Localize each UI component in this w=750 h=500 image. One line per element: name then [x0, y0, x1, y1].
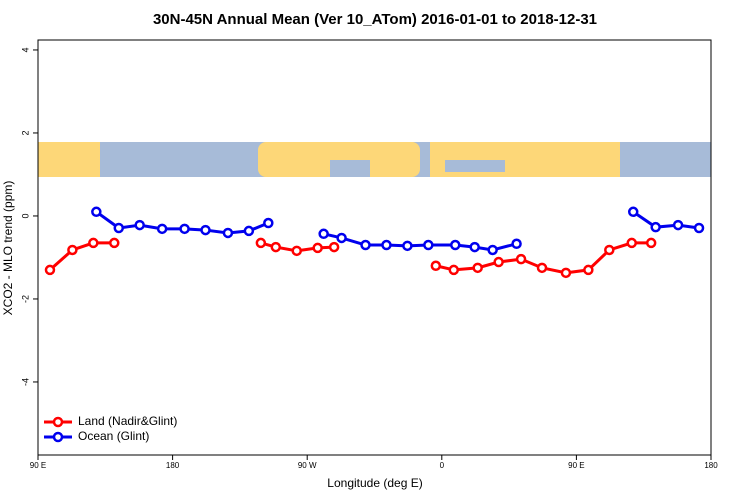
data-point [67, 244, 78, 256]
x-tick-label: 180 [166, 461, 180, 470]
data-point [270, 241, 282, 253]
series-line [323, 232, 517, 252]
data-point [200, 224, 211, 236]
x-tick-label: 90 W [298, 461, 317, 470]
data-point [493, 256, 504, 268]
data-point [560, 267, 572, 279]
x-tick-label: 0 [440, 461, 445, 470]
legend-label: Ocean (Glint) [78, 429, 149, 443]
y-tick-label: 2 [20, 130, 30, 135]
data-point [645, 237, 657, 249]
series-line [632, 210, 700, 230]
data-point [109, 237, 120, 249]
data-point [222, 227, 234, 239]
y-tick-label: -4 [20, 378, 30, 386]
series-line [48, 241, 115, 272]
y-tick-label: 4 [20, 47, 30, 52]
legend-marker [52, 416, 64, 428]
data-point [627, 206, 639, 218]
y-tick-label: 0 [20, 213, 30, 218]
x-tick-label: 90 E [568, 461, 584, 470]
data-point [44, 264, 56, 276]
data-point [650, 221, 661, 233]
data-point [179, 223, 190, 235]
data-point [430, 260, 442, 272]
data-point [113, 222, 125, 234]
data-point [291, 245, 302, 257]
legend-label: Land (Nadir&Glint) [78, 414, 177, 428]
data-point [318, 228, 329, 240]
data-point [583, 264, 594, 276]
data-point [604, 244, 615, 256]
data-point [672, 219, 684, 231]
data-point [423, 239, 434, 251]
x-tick-label: 90 E [30, 461, 46, 470]
y-tick-label: -2 [20, 295, 30, 303]
x-tick-label: 180 [704, 461, 718, 470]
y-axis-label: XCO2 - MLO trend (ppm) [1, 181, 15, 316]
data-point [450, 239, 461, 251]
data-point [336, 232, 347, 244]
map-strip [38, 142, 711, 177]
data-point [263, 217, 274, 229]
data-point [487, 244, 498, 256]
data-point [511, 238, 522, 250]
x-axis-label: Longitude (deg E) [327, 476, 422, 490]
data-point [360, 239, 371, 251]
data-point [472, 262, 483, 274]
data-point [402, 240, 413, 252]
data-point [448, 264, 460, 276]
data-point [88, 237, 99, 249]
data-point [515, 253, 527, 265]
data-point [312, 242, 323, 254]
plot-frame [37, 39, 712, 456]
data-point [693, 222, 705, 234]
data-point [536, 262, 548, 274]
data-point [255, 237, 267, 249]
chart-title: 30N-45N Annual Mean (Ver 10_ATom) 2016-0… [153, 11, 597, 28]
legend-marker [52, 431, 64, 443]
data-point [156, 223, 168, 235]
data-point [134, 219, 145, 231]
data-point [328, 241, 340, 253]
data-point [381, 239, 392, 251]
data-point [626, 237, 637, 249]
data-point [469, 241, 480, 253]
data-point [243, 225, 255, 237]
data-point [91, 206, 102, 218]
